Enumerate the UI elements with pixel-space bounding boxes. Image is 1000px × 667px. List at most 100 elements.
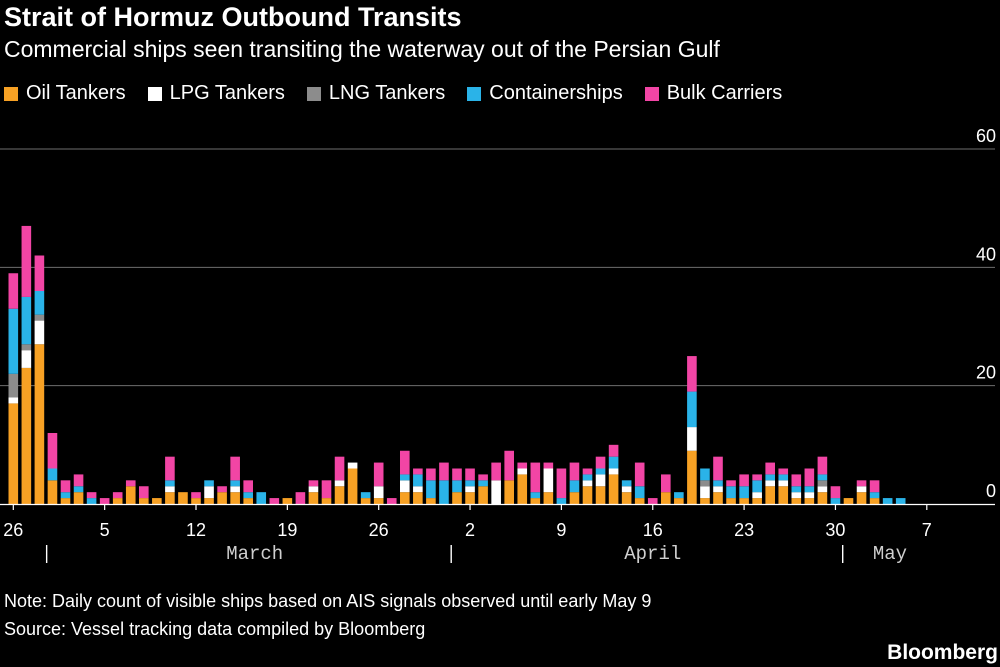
bar-segment-lpg-tankers [347,462,358,469]
bar-segment-containerships [73,486,84,493]
bar-segment-bulk-carriers [608,444,619,457]
bar-segment-bulk-carriers [334,456,345,481]
bar-segment-bulk-carriers [439,462,449,481]
bar-segment-lpg-tankers [517,468,528,475]
bar-segment-oil-tankers [217,492,227,504]
bar-segment-lpg-tankers [543,468,554,493]
bar-segment-oil-tankers [595,486,606,504]
bar-segment-oil-tankers [582,486,593,504]
bar-segment-containerships [413,474,423,487]
bar-segment-bulk-carriers [112,492,123,499]
legend-item-lpg-tankers: LPG Tankers [147,82,285,105]
bar-segment-lpg-tankers [204,486,214,499]
bar-segment-bulk-carriers [504,450,514,481]
bar-segment-oil-tankers [152,498,162,504]
bar-segment-lpg-tankers [687,427,697,451]
bar-segment-bulk-carriers [373,462,384,487]
bar-segment-containerships [778,474,789,481]
bar-segment-lpg-tankers [373,486,384,499]
legend-item-oil-tankers: Oil Tankers [4,82,126,105]
y-tick-label: 40 [976,244,996,264]
bar-segment-lpg-tankers [465,486,475,493]
bar-segment-bulk-carriers [86,492,97,499]
bar-segment-bulk-carriers [230,456,240,481]
bar-segment-containerships [400,474,410,481]
bar-segment-lpg-tankers [165,486,175,493]
bar-segment-containerships [739,486,749,499]
bar-segment-bulk-carriers [687,356,697,392]
bar-segment-containerships [465,480,475,487]
bar-segment-oil-tankers [452,492,462,504]
bar-segment-containerships [817,474,828,481]
bar-segment-oil-tankers [360,498,371,504]
bar-segment-containerships [726,486,736,499]
bar-segment-containerships [60,492,71,499]
bar-segment-containerships [230,480,240,487]
bar-segment-bulk-carriers [47,433,58,469]
bar-segment-bulk-carriers [517,462,528,469]
bar-segment-lpg-tankers [491,480,501,504]
bar-segment-containerships [426,480,436,499]
bar-segment-containerships [478,480,488,487]
bar-segment-oil-tankers [8,403,19,504]
source-note: Source: Vessel tracking data compiled by… [4,619,426,639]
legend-swatch-containerships [467,86,482,101]
bar-segment-oil-tankers [321,498,332,504]
bar-segment-lpg-tankers [400,480,410,493]
bar-segment-oil-tankers [413,492,423,504]
bar-segment-lpg-tankers [8,397,19,404]
bar-segment-oil-tankers [400,492,410,504]
bar-segment-containerships [595,468,606,475]
bar-segment-containerships [8,308,19,374]
bar-segment-oil-tankers [478,486,488,504]
bar-segment-oil-tankers [765,486,775,504]
bar-segment-lpg-tankers [713,486,723,493]
x-tick-label: 7 [922,520,932,540]
legend-swatch-lpg-tankers [147,86,162,101]
bar-segment-lpg-tankers [595,474,606,487]
bar-segment-lpg-tankers [700,486,710,499]
bar-segment-containerships [165,480,175,487]
bar-segment-oil-tankers [73,492,84,504]
bar-segment-bulk-carriers [386,498,397,504]
legend-label-containerships: Containerships [489,82,623,104]
legend-label-lng-tankers: LNG Tankers [328,82,446,104]
bar-segment-containerships [869,492,880,499]
bar-segment-oil-tankers [60,498,71,504]
bar-segment-bulk-carriers [191,492,201,499]
footnote: Note: Daily count of visible ships based… [4,591,652,611]
y-tick-label: 0 [986,481,996,501]
bar-segment-oil-tankers [687,450,697,504]
bar-segment-containerships [882,498,893,504]
bar-segment-containerships [765,474,775,481]
bar-segment-oil-tankers [543,492,554,504]
bar-segment-containerships [360,492,371,499]
legend-item-containerships: Containerships [467,82,623,105]
bar-segment-oil-tankers [791,498,802,504]
x-tick-label: 26 [3,520,23,540]
bar-segment-bulk-carriers [413,468,423,475]
bar-segment-oil-tankers [334,486,345,504]
bar-segment-oil-tankers [713,492,723,504]
bar-segment-oil-tankers [817,492,828,504]
bar-segment-containerships [582,474,593,481]
bar-segment-oil-tankers [843,498,854,504]
bar-segment-oil-tankers [739,498,749,504]
bar-segment-bulk-carriers [791,474,802,487]
bar-segment-oil-tankers [426,498,436,504]
x-tick-label: 16 [643,520,663,540]
bar-segment-oil-tankers [178,492,188,504]
bar-segment-lpg-tankers [608,468,619,475]
bar-segment-lpg-tankers [817,486,828,493]
bar-segment-oil-tankers [700,498,710,504]
bar-segment-oil-tankers [856,492,867,504]
bar-segment-oil-tankers [634,498,645,504]
bar-segment-containerships [530,492,541,499]
bar-segment-bulk-carriers [661,474,671,493]
bar-segment-lpg-tankers [778,480,789,487]
bar-segment-bulk-carriers [595,456,606,469]
bar-segment-bulk-carriers [713,456,723,481]
bar-segment-oil-tankers [804,498,815,504]
bar-segment-bulk-carriers [569,462,580,481]
